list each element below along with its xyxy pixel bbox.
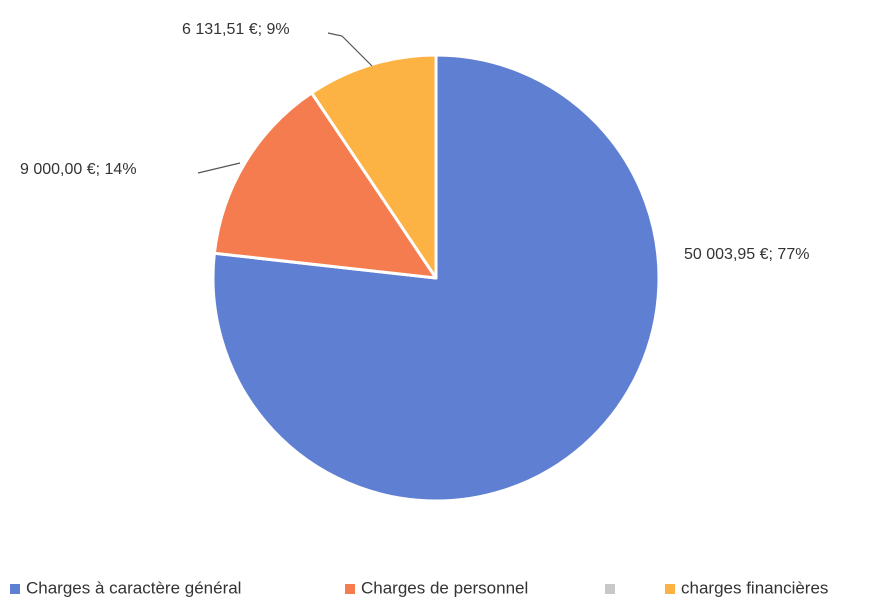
pie bbox=[211, 53, 661, 503]
legend: Charges à caractère général Charges de pe… bbox=[10, 578, 828, 597]
data-label: 50 003,95 €; 77% bbox=[684, 246, 809, 263]
legend-label: Charges à caractère général bbox=[26, 578, 241, 597]
legend-swatch bbox=[605, 584, 615, 594]
data-label: 6 131,51 €; 9% bbox=[182, 21, 290, 38]
leader-line bbox=[197, 162, 241, 174]
legend-swatch bbox=[665, 584, 675, 594]
legend-label: Charges de personnel bbox=[361, 578, 528, 597]
data-labels: 50 003,95 €; 77% 9 000,00 €; 14% 6 131,51 … bbox=[20, 21, 809, 263]
legend-swatch bbox=[345, 584, 355, 594]
legend-label: charges financières bbox=[681, 578, 828, 597]
pie-slice bbox=[211, 53, 661, 503]
data-label: 9 000,00 €; 14% bbox=[20, 161, 137, 178]
legend-swatch bbox=[10, 584, 20, 594]
pie-slice bbox=[212, 91, 438, 280]
leader-line bbox=[327, 32, 373, 67]
